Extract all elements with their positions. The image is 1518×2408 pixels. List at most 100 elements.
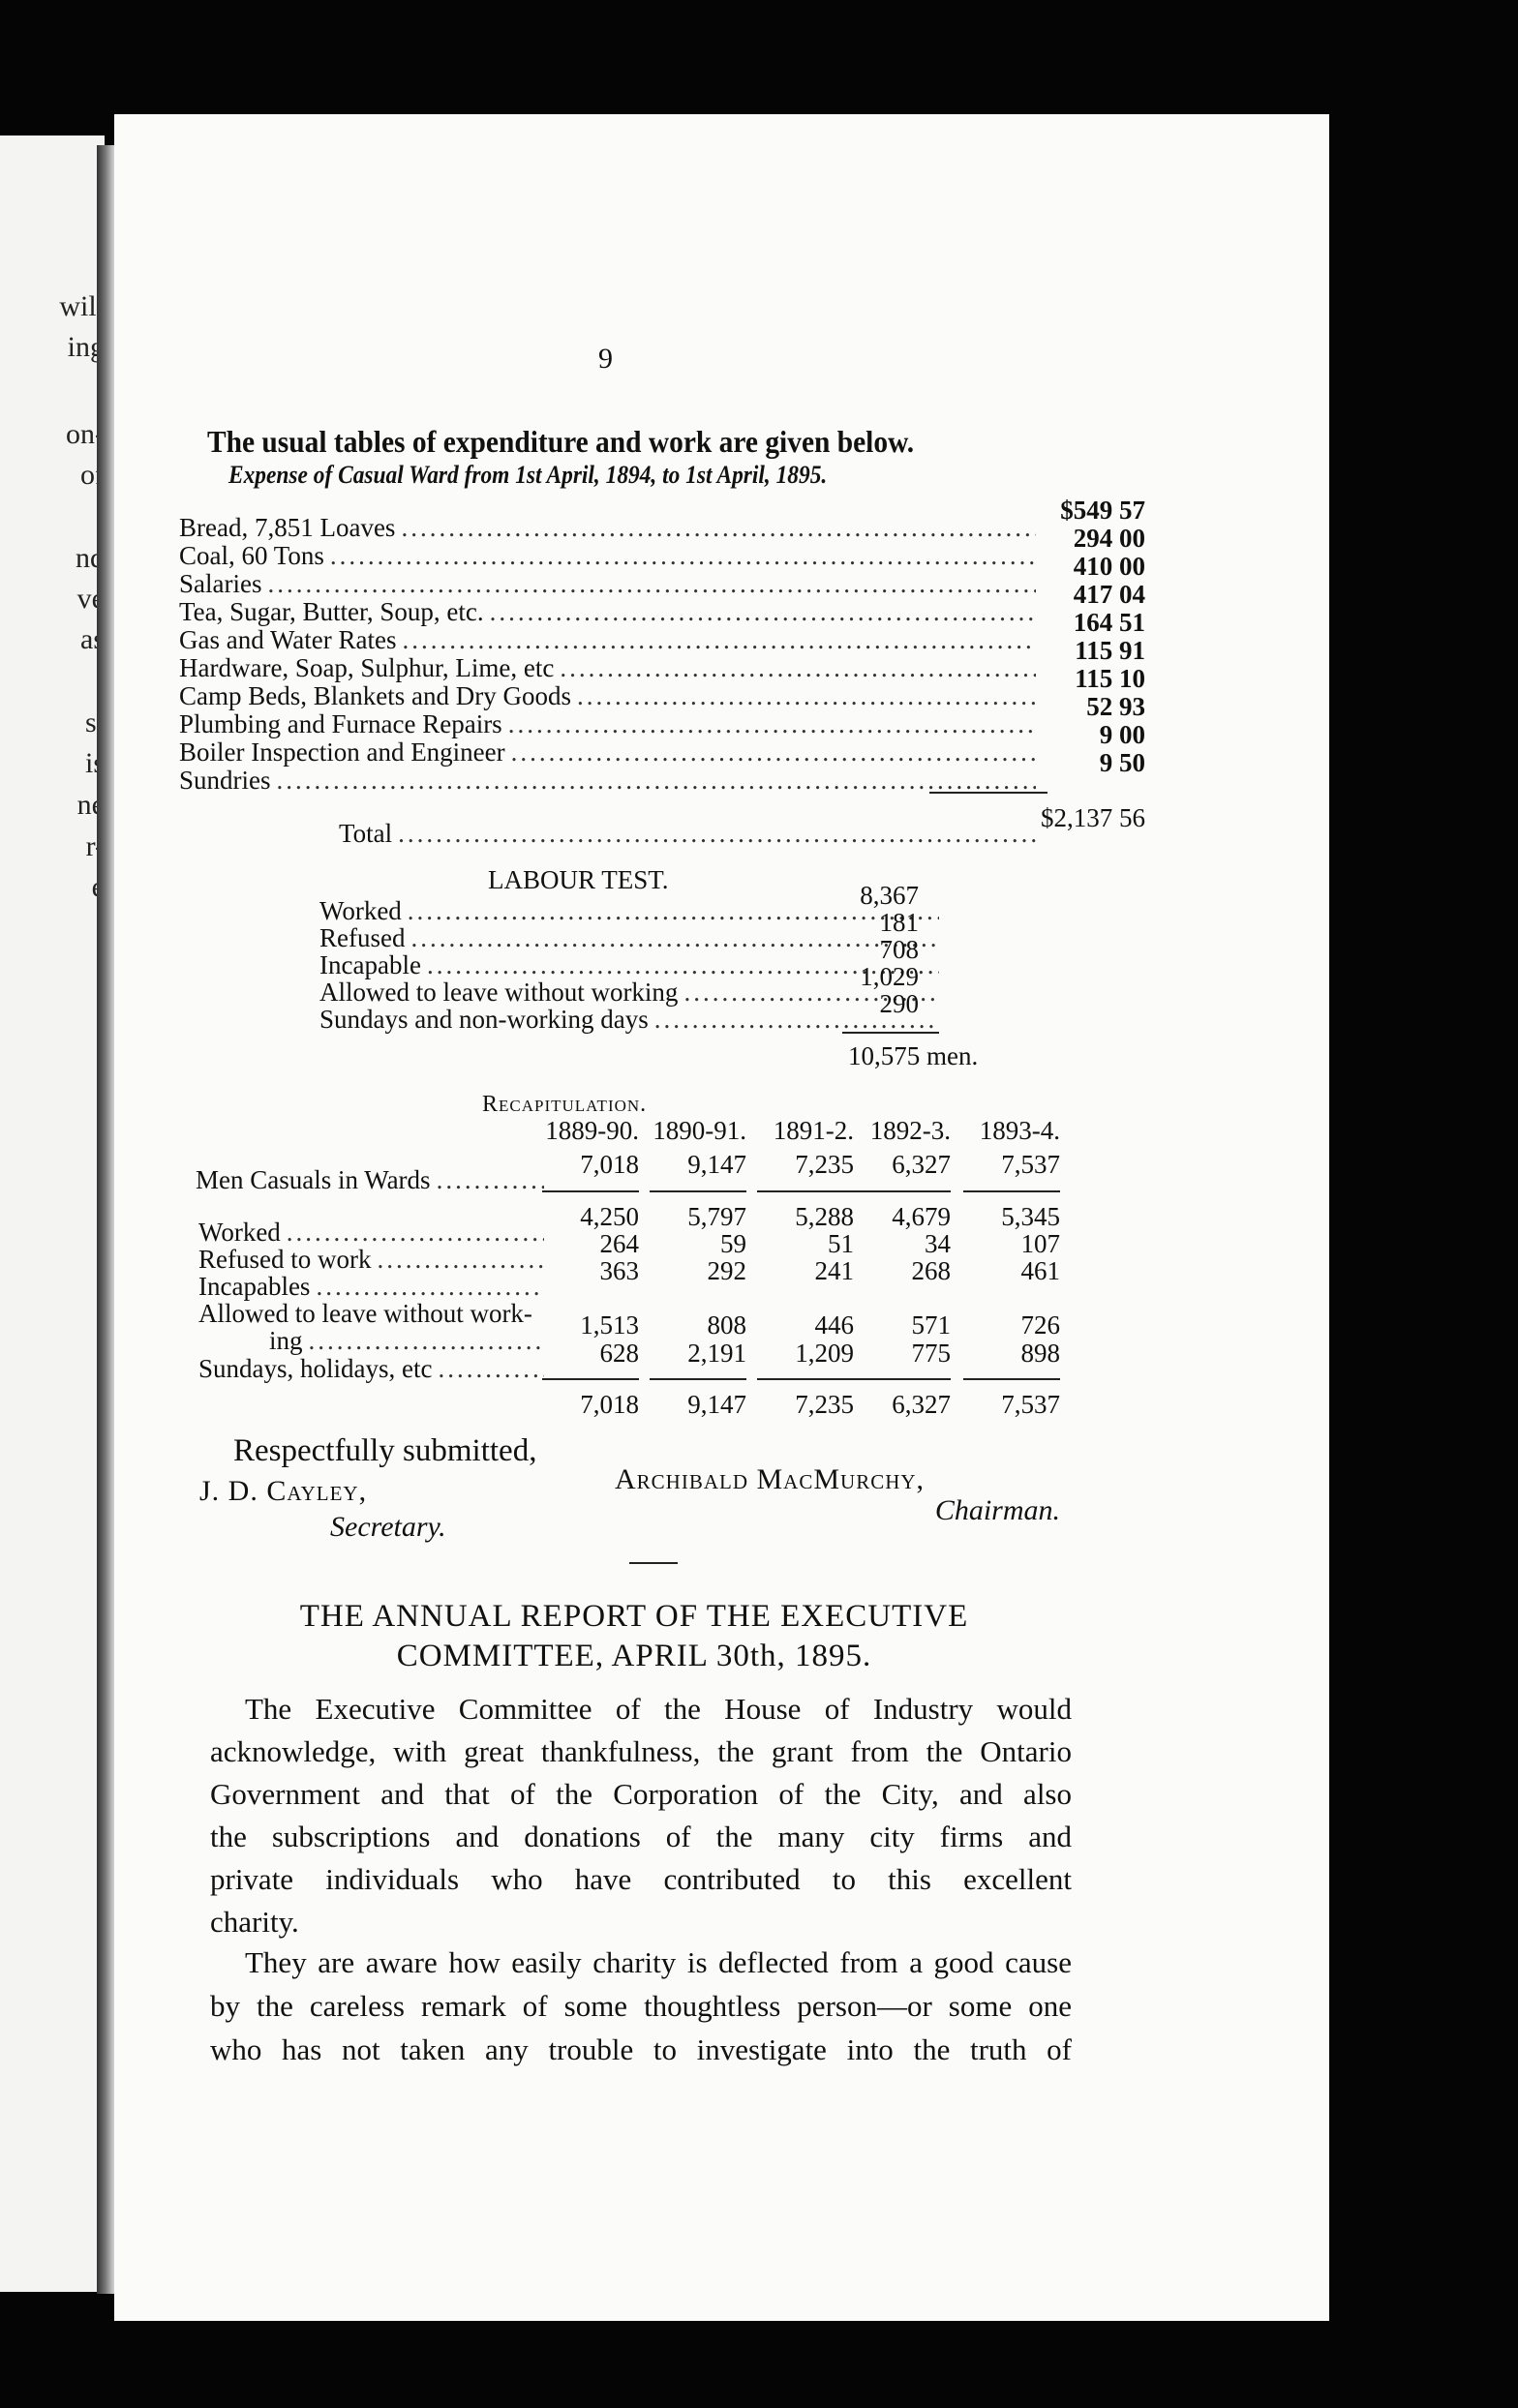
recap-value: 5,345 bbox=[1001, 1202, 1060, 1231]
column-rule bbox=[650, 1190, 746, 1192]
expense-total: $2,137 56 bbox=[1041, 803, 1145, 832]
recap-value: 107 bbox=[1020, 1229, 1061, 1258]
recap-value: 5,797 bbox=[687, 1202, 746, 1231]
recap-value: 461 bbox=[1020, 1256, 1061, 1285]
leader-dots bbox=[401, 513, 1036, 543]
year-header: 1890-91. bbox=[653, 1116, 746, 1145]
paragraph-line: the subscriptions and donations of the m… bbox=[210, 1820, 1072, 1853]
expense-label: Gas and Water Rates bbox=[179, 625, 397, 654]
labour-label: Worked bbox=[319, 896, 402, 925]
column-total: 7,537 bbox=[1001, 1390, 1060, 1419]
leader-dots bbox=[377, 1245, 544, 1275]
report-title-line2: COMMITTEE, APRIL 30th, 1895. bbox=[396, 1639, 872, 1673]
leader-dots bbox=[490, 597, 1036, 627]
labour-value: 1,029 bbox=[860, 962, 919, 991]
expense-amount: 9 50 bbox=[1099, 748, 1145, 777]
expense-heading: Expense of Casual Ward from 1st April, 1… bbox=[228, 461, 828, 489]
expense-row: Bread, 7,851 Loaves bbox=[179, 513, 1036, 543]
year-header: 1893-4. bbox=[979, 1116, 1060, 1145]
labour-label: Incapable bbox=[319, 950, 421, 979]
recap-value: 1,209 bbox=[795, 1339, 854, 1368]
recap-value: 1,513 bbox=[580, 1310, 639, 1339]
labour-label: Allowed to leave without working bbox=[319, 978, 679, 1007]
leader-dots bbox=[287, 1218, 544, 1248]
expense-amount: 164 51 bbox=[1073, 608, 1145, 637]
expense-label: Boiler Inspection and Engineer bbox=[179, 737, 505, 767]
year-header: 1891-2. bbox=[773, 1116, 854, 1145]
chairman-title: Chairman. bbox=[934, 1494, 1060, 1526]
recap-row: Incapables bbox=[198, 1272, 544, 1302]
paragraph-line: private individuals who have contributed… bbox=[210, 1862, 1072, 1896]
expense-label: Tea, Sugar, Butter, Soup, etc. bbox=[179, 597, 484, 626]
closing-text: Respectfully submitted, bbox=[233, 1433, 537, 1468]
recap-value: 292 bbox=[707, 1256, 747, 1285]
casuals-value: 7,235 bbox=[795, 1150, 854, 1179]
labour-row: Incapable bbox=[319, 950, 939, 980]
recap-value: 59 bbox=[720, 1229, 746, 1258]
expense-row: Plumbing and Furnace Repairs bbox=[179, 709, 1036, 739]
expense-label: Bread, 7,851 Loaves bbox=[179, 513, 396, 542]
column-rule bbox=[757, 1190, 854, 1192]
labour-value: 8,367 bbox=[860, 881, 919, 910]
leader-dots bbox=[330, 541, 1036, 571]
recapitulation-heading: Recapitulation. bbox=[482, 1092, 648, 1117]
labour-row: Worked bbox=[319, 896, 939, 926]
casuals-value: 9,147 bbox=[687, 1150, 746, 1179]
expense-amount: 9 00 bbox=[1099, 720, 1145, 749]
column-total-rule bbox=[542, 1378, 639, 1380]
recap-value: 34 bbox=[925, 1229, 951, 1258]
labour-value: 181 bbox=[879, 908, 920, 937]
paragraph-line: acknowledge, with great thankfulness, th… bbox=[210, 1734, 1072, 1768]
labour-value: 290 bbox=[879, 989, 920, 1018]
recap-value: 726 bbox=[1020, 1310, 1061, 1339]
section-divider bbox=[629, 1562, 678, 1564]
report-title-line1: THE ANNUAL REPORT OF THE EXECUTIVE bbox=[299, 1599, 969, 1634]
recap-value: 241 bbox=[814, 1256, 855, 1285]
column-rule bbox=[542, 1190, 639, 1192]
recap-label: Worked bbox=[198, 1218, 281, 1247]
expense-amount: 417 04 bbox=[1073, 580, 1145, 609]
column-total-rule bbox=[757, 1378, 854, 1380]
expense-row: Tea, Sugar, Butter, Soup, etc. bbox=[179, 597, 1036, 627]
recap-row: Sundays, holidays, etc bbox=[198, 1354, 544, 1384]
column-total-rule bbox=[650, 1378, 746, 1380]
labour-total-rule bbox=[842, 1032, 939, 1034]
recap-label: Refused to work bbox=[198, 1245, 372, 1274]
leader-dots bbox=[277, 766, 1037, 796]
labour-label: Refused bbox=[319, 923, 406, 952]
expense-label: Plumbing and Furnace Repairs bbox=[179, 709, 502, 738]
recap-row: Worked bbox=[198, 1218, 544, 1248]
recap-label: Incapables bbox=[198, 1272, 311, 1301]
expense-amount: 115 91 bbox=[1075, 636, 1145, 665]
expense-amount: 115 10 bbox=[1075, 664, 1145, 693]
paragraph-line: The Executive Committee of the House of … bbox=[245, 1692, 1072, 1726]
year-header: 1889-90. bbox=[545, 1116, 639, 1145]
leader-dots bbox=[309, 1326, 544, 1356]
leader-dots bbox=[438, 1354, 544, 1384]
intro-text: The usual tables of expenditure and work… bbox=[207, 424, 915, 459]
recap-value: 808 bbox=[707, 1310, 747, 1339]
recap-value: 4,250 bbox=[580, 1202, 639, 1231]
labour-test-heading: LABOUR TEST. bbox=[488, 865, 669, 894]
recap-row: ing bbox=[269, 1326, 544, 1356]
expense-row: Coal, 60 Tons bbox=[179, 541, 1036, 571]
expense-row: Sundries bbox=[179, 766, 1036, 796]
leader-dots bbox=[267, 569, 1036, 599]
casuals-row: Men Casuals in Wards bbox=[196, 1165, 544, 1195]
leader-dots bbox=[577, 681, 1036, 711]
recap-value: 51 bbox=[828, 1229, 854, 1258]
recap-value: 363 bbox=[599, 1256, 640, 1285]
labour-total: 10,575 men. bbox=[848, 1041, 979, 1070]
total-label: Total bbox=[339, 819, 393, 848]
labour-row: Sundays and non-working days bbox=[319, 1005, 939, 1035]
column-rule bbox=[854, 1190, 951, 1192]
expense-label: Camp Beds, Blankets and Dry Goods bbox=[179, 681, 571, 710]
expense-row: Camp Beds, Blankets and Dry Goods bbox=[179, 681, 1036, 711]
casuals-value: 6,327 bbox=[892, 1150, 951, 1179]
leader-dots bbox=[410, 923, 939, 953]
year-header: 1892-3. bbox=[869, 1116, 951, 1145]
paragraph-line: who has not taken any trouble to investi… bbox=[210, 2032, 1072, 2066]
page-gutter bbox=[97, 145, 118, 2294]
expense-row: Hardware, Soap, Sulphur, Lime, etc bbox=[179, 653, 1036, 683]
expense-label: Coal, 60 Tons bbox=[179, 541, 324, 570]
